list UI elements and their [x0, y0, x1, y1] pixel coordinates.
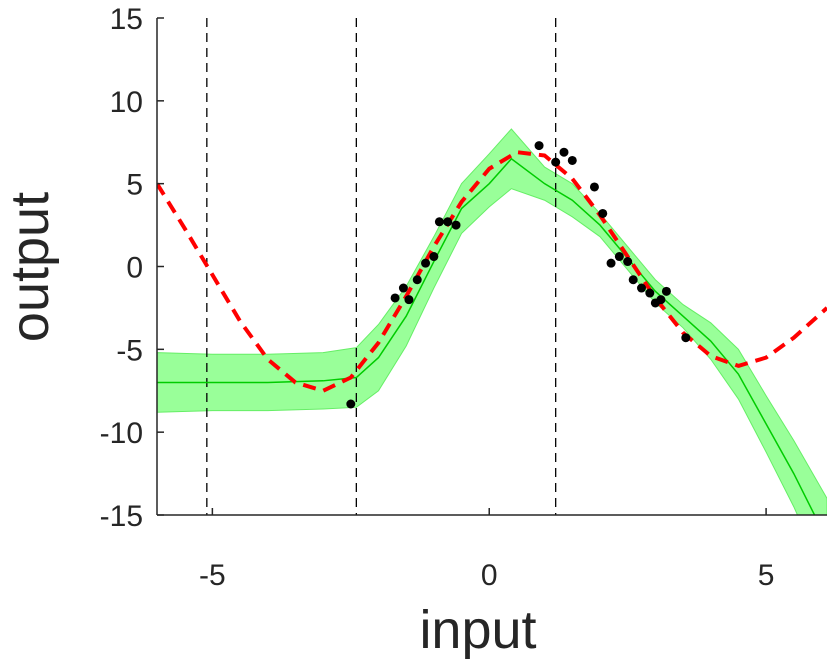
y-tick-label: 15: [110, 3, 143, 36]
data-point: [404, 295, 414, 305]
data-points-layer: [346, 141, 691, 409]
data-point: [614, 252, 624, 262]
data-point: [656, 295, 666, 305]
data-point: [637, 283, 647, 293]
y-axis-label: output: [0, 192, 60, 342]
x-tick-label: 0: [481, 559, 498, 592]
y-tick-label: 0: [126, 252, 143, 285]
data-point: [628, 275, 638, 285]
data-point: [421, 258, 431, 268]
data-point: [390, 293, 400, 303]
confidence-band-layer: [157, 128, 827, 515]
mean-line-layer: [157, 157, 816, 515]
tick-labels: -15 -10 -5 0 5 10 15 -5 0 5: [100, 3, 775, 592]
mean-line: [157, 157, 816, 515]
x-tick-label: 5: [758, 559, 775, 592]
data-point: [661, 286, 671, 296]
true-function-layer: [157, 150, 827, 393]
data-point: [412, 275, 422, 285]
data-point: [534, 141, 544, 151]
data-point: [589, 182, 599, 192]
data-point: [346, 399, 356, 409]
axes: [156, 17, 827, 516]
data-point: [451, 220, 461, 230]
data-point: [598, 208, 608, 218]
data-point: [434, 217, 444, 227]
data-point: [429, 252, 439, 262]
data-point: [443, 217, 453, 227]
data-point: [559, 147, 569, 157]
data-point: [567, 155, 577, 165]
data-point: [645, 288, 655, 298]
data-point: [681, 333, 691, 343]
data-point: [606, 258, 616, 268]
confidence-band: [157, 128, 827, 515]
y-tick-label: 5: [126, 169, 143, 202]
y-tick-label: 10: [110, 86, 143, 119]
x-tick-label: -5: [199, 559, 226, 592]
x-axis-label: input: [419, 600, 536, 660]
y-tick-label: -15: [100, 500, 143, 533]
data-point: [623, 257, 633, 267]
true-function-line: [157, 150, 827, 393]
y-tick-label: -5: [116, 334, 143, 367]
y-tick-label: -10: [100, 417, 143, 450]
data-point: [551, 157, 561, 167]
vertical-dashed-lines: [206, 18, 557, 515]
data-point: [398, 283, 408, 293]
